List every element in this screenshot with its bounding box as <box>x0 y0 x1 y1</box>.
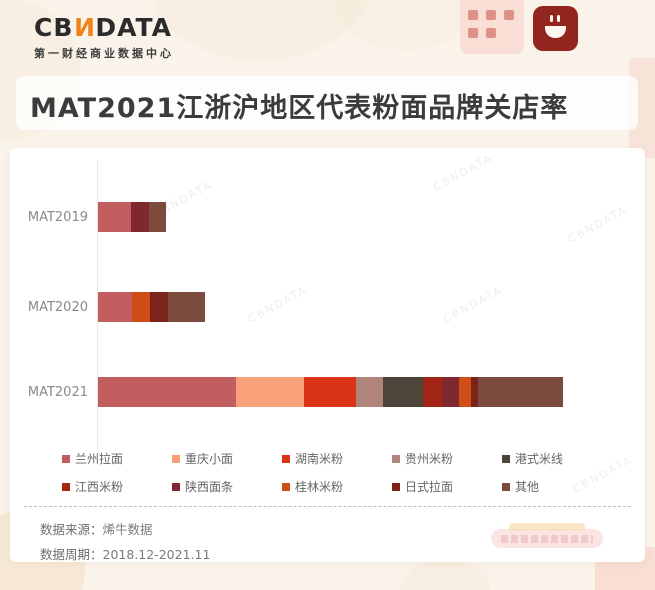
legend-label: 桂林米粉 <box>295 480 344 494</box>
bar-segment-桂林米粉 <box>132 292 150 322</box>
chart-row: MAT2019 <box>10 202 645 232</box>
legend-item-兰州拉面: 兰州拉面 <box>62 450 172 467</box>
noodle-bowl-icon <box>533 6 578 51</box>
bar-segment-其他 <box>149 202 166 232</box>
bar-segment-江西米粉 <box>423 377 442 407</box>
legend-marker <box>172 454 180 463</box>
title-band: MAT2021江浙沪地区代表粉面品牌关店率 <box>16 76 638 130</box>
legend: 兰州拉面 重庆小面 湖南米粉 贵州米粉 港式米线江西米粉 陕西面条 桂林米粉 日式拉面 其他 <box>62 450 645 495</box>
bar-segment-桂林米粉 <box>459 377 471 407</box>
stacked-bar-MAT2020 <box>97 292 205 322</box>
stacked-bar-chart: MAT2019 MAT2020 MAT2021 <box>10 148 645 450</box>
chart-row: MAT2021 <box>10 377 645 407</box>
data-period-line: 数据周期：2018.12-2021.11 <box>40 547 211 562</box>
stacked-bar-MAT2019 <box>97 202 166 232</box>
legend-label: 兰州拉面 <box>75 452 124 466</box>
bar-segment-兰州拉面 <box>97 292 132 322</box>
legend-marker <box>62 482 70 491</box>
legend-item-陕西面条: 陕西面条 <box>172 478 282 495</box>
cloud-decoration <box>150 0 370 60</box>
legend-item-江西米粉: 江西米粉 <box>62 478 172 495</box>
axis-line <box>97 160 98 450</box>
legend-label: 江西米粉 <box>75 480 124 494</box>
logo-wordmark: CBNDATA <box>34 13 172 42</box>
bar-segment-重庆小面 <box>236 377 304 407</box>
bar-segment-日式拉面 <box>471 377 478 407</box>
legend-marker <box>282 454 290 463</box>
category-label: MAT2021 <box>27 384 88 400</box>
bar-segment-陕西面条 <box>442 377 459 407</box>
legend-label: 湖南米粉 <box>295 452 344 466</box>
logo-n-mark: N <box>73 13 96 42</box>
legend-label: 港式米线 <box>515 452 564 466</box>
bar-segment-湖南米粉 <box>304 377 356 407</box>
bar-segment-港式米线 <box>383 377 423 407</box>
vending-illustration <box>460 0 524 54</box>
bar-segment-日式拉面 <box>150 292 168 322</box>
bar-segment-贵州米粉 <box>356 377 383 407</box>
legend-label: 陕西面条 <box>185 480 234 494</box>
legend-marker <box>392 482 400 491</box>
legend-marker <box>62 454 70 463</box>
dashed-separator <box>24 506 631 507</box>
legend-item-贵州米粉: 贵州米粉 <box>392 450 502 467</box>
legend-marker <box>392 454 400 463</box>
stacked-bar-MAT2021 <box>97 377 563 407</box>
legend-label: 其他 <box>515 480 540 494</box>
legend-marker <box>282 482 290 491</box>
legend-marker <box>502 454 510 463</box>
legend-item-重庆小面: 重庆小面 <box>172 450 282 467</box>
chart-row: MAT2020 <box>10 292 645 322</box>
chart-card: CBNDATA CBNDATA CBNDATA CBNDATA CBNDATA … <box>10 148 645 562</box>
page-title: MAT2021江浙沪地区代表粉面品牌关店率 <box>30 93 569 124</box>
bars: MAT2019 MAT2020 MAT2021 <box>10 202 645 407</box>
category-label: MAT2019 <box>27 209 88 225</box>
corner-decoration <box>400 560 490 590</box>
legend-label: 重庆小面 <box>185 452 234 466</box>
bar-segment-其他 <box>478 377 563 407</box>
promo-badge <box>491 523 603 548</box>
legend-label: 日式拉面 <box>405 480 454 494</box>
legend-label: 贵州米粉 <box>405 452 454 466</box>
category-label: MAT2020 <box>27 299 88 315</box>
legend-item-其他: 其他 <box>502 478 612 495</box>
bar-segment-兰州拉面 <box>97 377 236 407</box>
bar-segment-陕西面条 <box>131 202 149 232</box>
legend-item-港式米线: 港式米线 <box>502 450 612 467</box>
legend-item-湖南米粉: 湖南米粉 <box>282 450 392 467</box>
cbndata-logo: CBNDATA 第一财经商业数据中心 <box>34 13 174 61</box>
legend-marker <box>172 482 180 491</box>
bar-segment-其他 <box>168 292 205 322</box>
footer: 数据来源：烯牛数据 数据周期：2018.12-2021.11 <box>40 517 645 562</box>
bar-segment-兰州拉面 <box>97 202 131 232</box>
legend-marker <box>502 482 510 491</box>
cloud-decoration <box>330 0 480 50</box>
legend-item-日式拉面: 日式拉面 <box>392 478 502 495</box>
logo-subtitle: 第一财经商业数据中心 <box>34 47 174 60</box>
data-source-line: 数据来源：烯牛数据 <box>40 522 153 537</box>
legend-item-桂林米粉: 桂林米粉 <box>282 478 392 495</box>
